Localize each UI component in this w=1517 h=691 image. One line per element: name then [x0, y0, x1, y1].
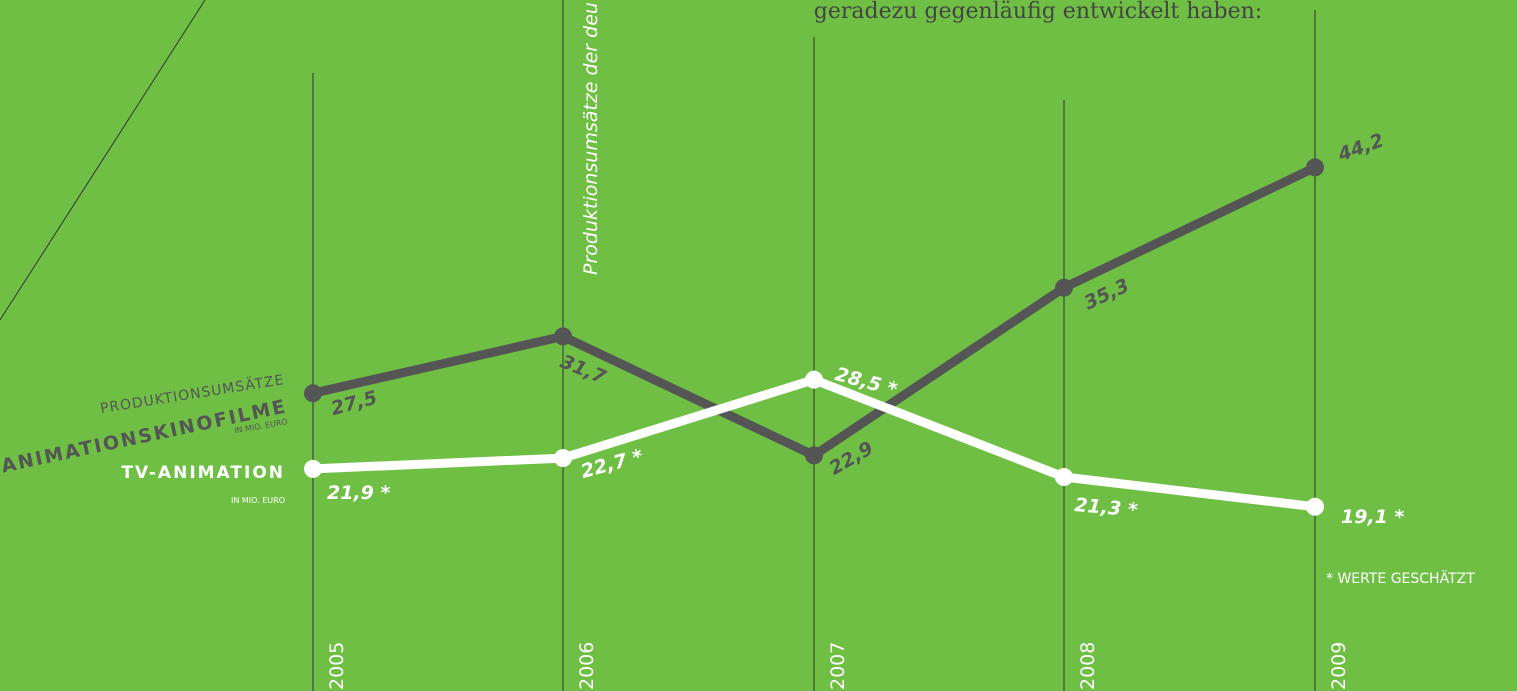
- legend-label: TV-ANIMATION: [121, 463, 285, 483]
- x-tick-label: 2007: [827, 642, 849, 690]
- footnote: * WERTE GESCHÄTZT: [1326, 569, 1475, 587]
- value-label: 19,1 *: [1341, 506, 1404, 528]
- x-tick-label: 2009: [1328, 642, 1350, 690]
- data-point: [1055, 468, 1073, 487]
- legend-unit: IN MIO. EURO: [231, 496, 285, 505]
- x-tick-label: 2005: [326, 642, 348, 690]
- data-point: [1055, 278, 1073, 297]
- intro-text: geradezu gegenläufig entwickelt haben:: [814, 0, 1262, 24]
- data-point: [1306, 158, 1324, 177]
- decor-line: [0, 0, 206, 321]
- data-point: [304, 384, 322, 403]
- x-tick-label: 2006: [576, 642, 598, 690]
- x-tick-label: 2008: [1077, 642, 1099, 690]
- data-point: [805, 446, 823, 465]
- data-point: [554, 449, 572, 468]
- data-point: [1306, 497, 1324, 516]
- data-point: [805, 370, 823, 389]
- data-point: [304, 459, 322, 478]
- side-text: Produktionsumsätze der deu: [580, 2, 602, 275]
- value-label: 21,9 *: [327, 482, 390, 504]
- data-point: [554, 327, 572, 346]
